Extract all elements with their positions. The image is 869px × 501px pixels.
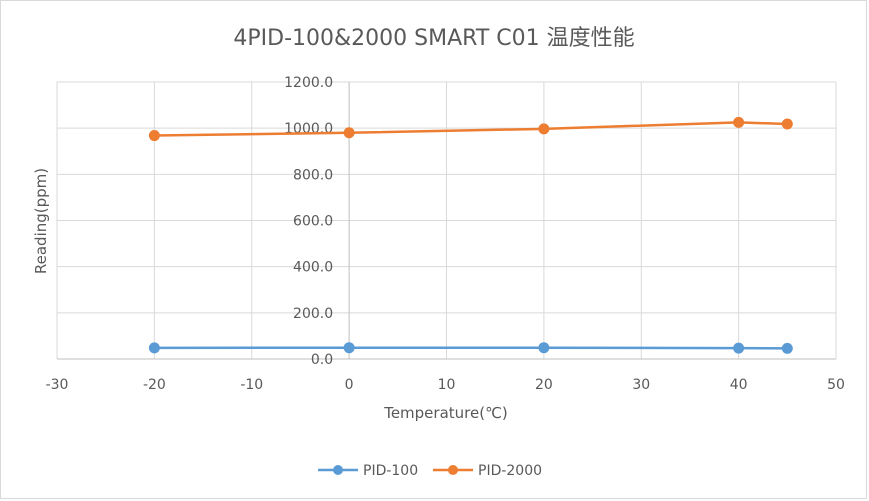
gridlines [56,81,837,359]
legend-item-pid-100: PID-100 [318,463,418,479]
data-point-pid-2000 [781,118,793,130]
data-point-pid-100 [148,342,160,354]
x-tick-label: 10 [438,377,456,393]
legend-swatch-marker [333,465,343,475]
chart-title: 4PID-100&2000 SMART C01 温度性能 [233,26,634,51]
x-tick-label: -20 [143,377,166,393]
x-tick-label: 20 [535,377,553,393]
y-tick-label: 200.0 [293,306,333,322]
x-axis-title: Temperature(℃) [383,404,508,422]
data-point-pid-100 [538,342,550,354]
legend-label: PID-100 [363,463,418,479]
y-tick-label: 600.0 [293,214,333,230]
x-tick-label: 0 [345,377,354,393]
y-tick-label: 0.0 [311,352,333,368]
legend: PID-100 PID-2000 [318,463,542,479]
y-tick-label: 800.0 [293,167,333,183]
series-line-pid-100 [154,346,788,350]
data-point-pid-2000 [733,116,745,128]
x-tick-label: 30 [632,377,650,393]
x-tick-label: 50 [827,377,845,393]
data-point-pid-2000 [148,130,160,142]
data-point-pid-100 [781,342,793,354]
legend-item-pid-2000: PID-2000 [433,463,542,479]
x-tick-label: -10 [240,377,263,393]
y-tick-label: 1200.0 [284,75,333,91]
legend-label: PID-2000 [478,463,542,479]
legend-swatch-marker [448,465,458,475]
y-tick-label: 400.0 [293,260,333,276]
data-point-pid-100 [733,342,745,354]
x-tick-label: 40 [730,377,748,393]
series-lines [148,116,793,354]
data-point-pid-2000 [343,127,355,139]
series-line-pid-2000 [154,121,788,137]
x-tick-label: -30 [46,377,69,393]
y-axis-title: Reading(ppm) [32,168,50,274]
data-point-pid-100 [343,342,355,354]
data-point-pid-2000 [538,123,550,135]
